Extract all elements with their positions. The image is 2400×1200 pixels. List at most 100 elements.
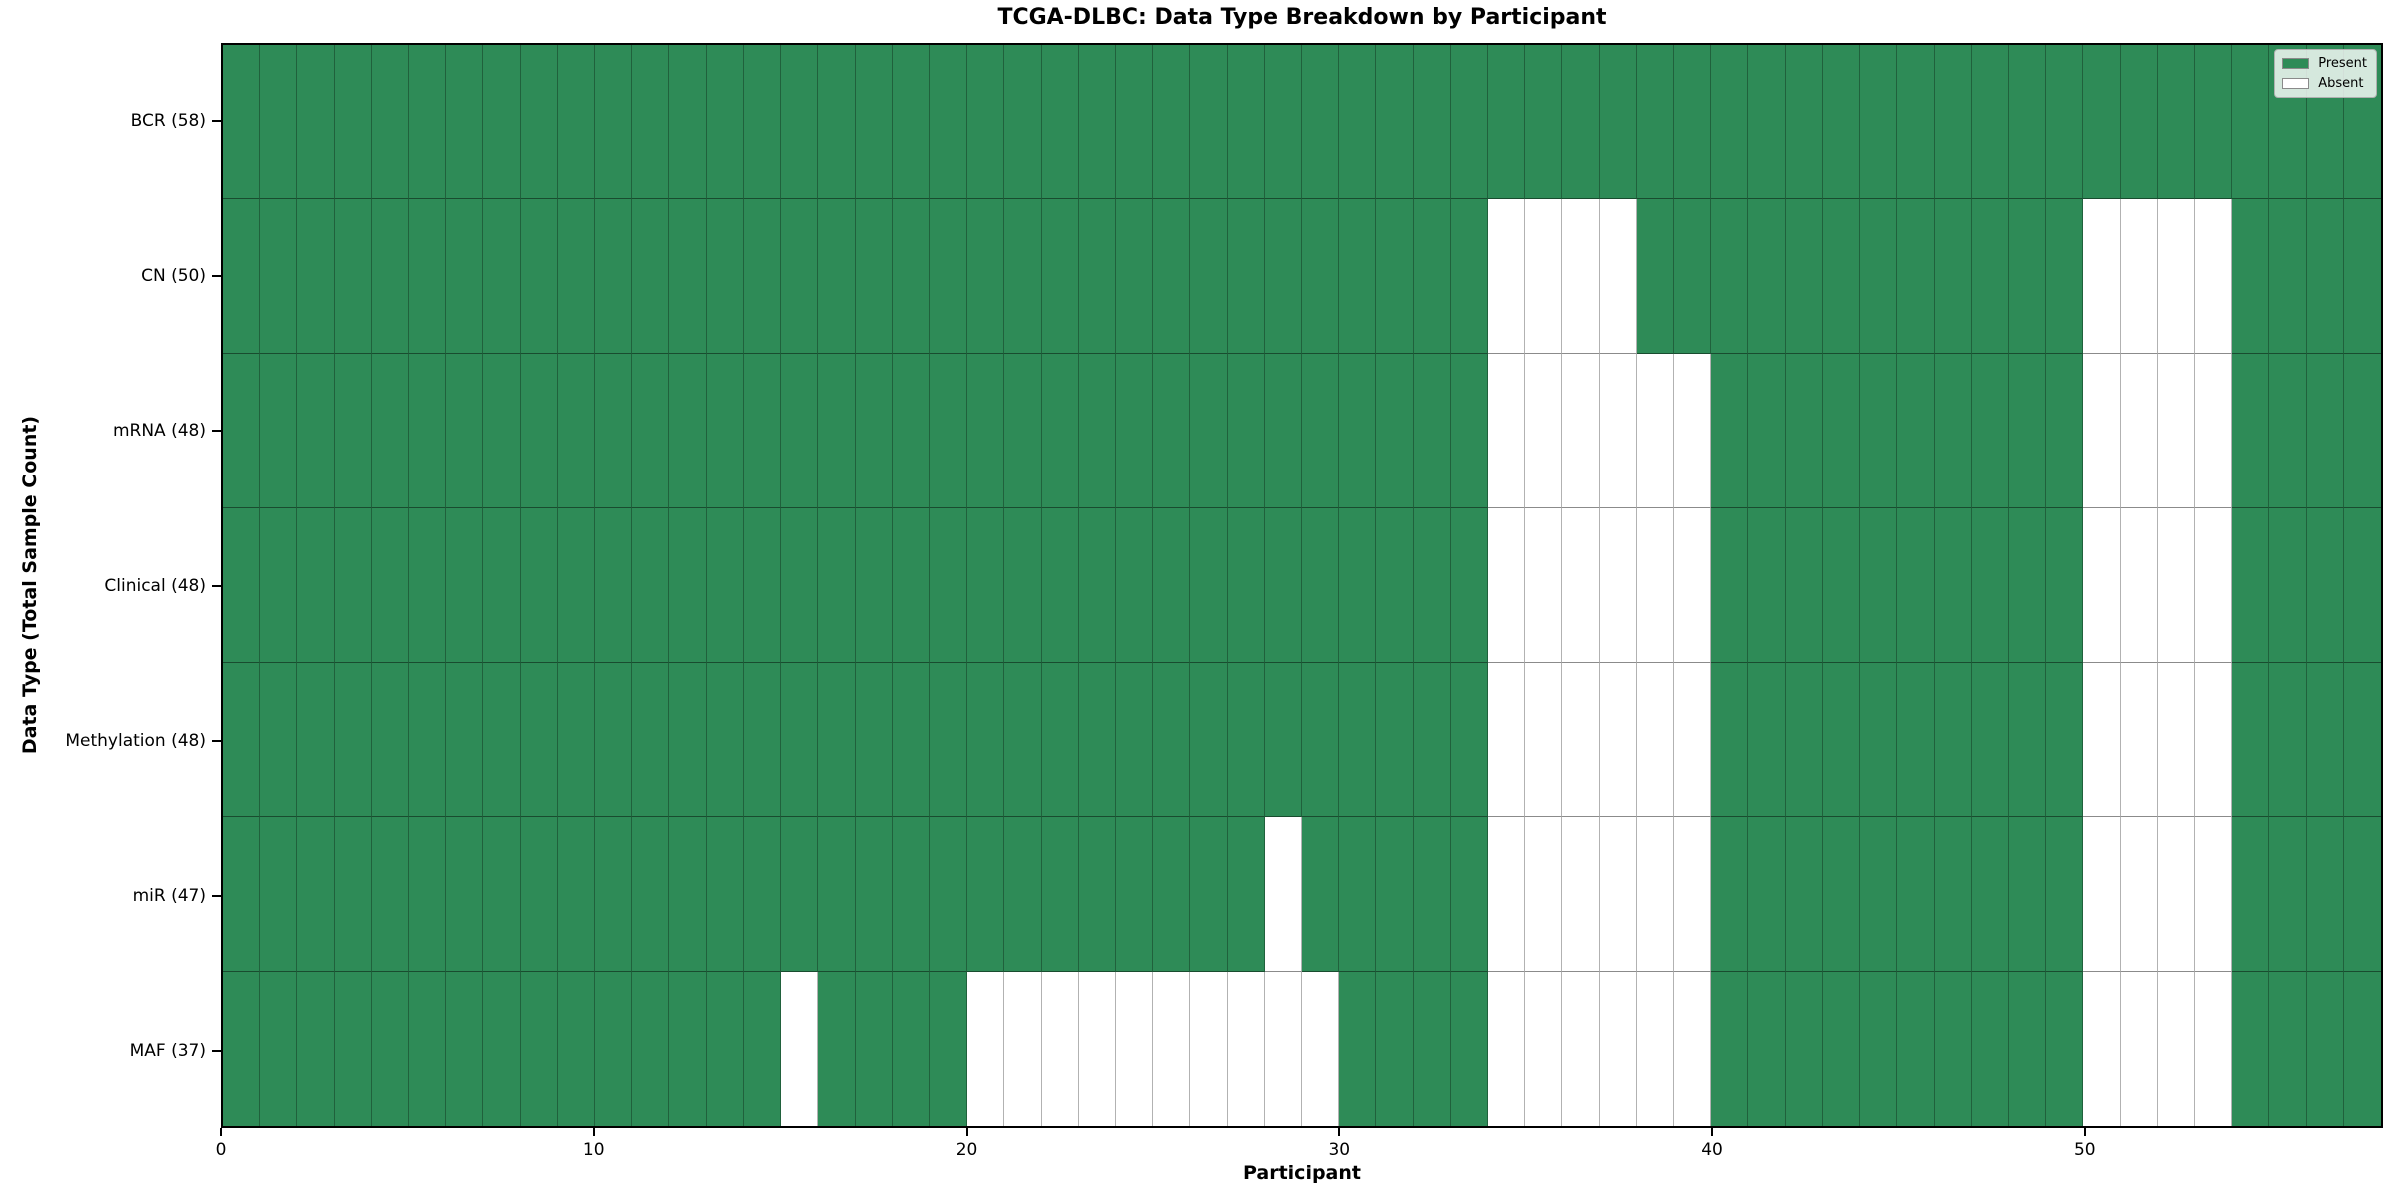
heatmap-cell (409, 199, 447, 354)
heatmap-cell (260, 353, 298, 509)
heatmap-cell (520, 662, 558, 818)
heatmap-cell (967, 817, 1005, 972)
heatmap-cell (967, 199, 1005, 354)
heatmap-cell (706, 817, 744, 972)
heatmap-cell (1190, 662, 1228, 818)
heatmap-cell (1190, 199, 1228, 354)
heatmap-cell (1562, 817, 1600, 972)
heatmap-cell (1897, 508, 1935, 663)
x-tick-mark (965, 1128, 968, 1136)
heatmap-cell (1934, 508, 1972, 663)
heatmap-cell (1153, 662, 1191, 818)
heatmap-cell (1339, 817, 1377, 972)
heatmap-cell (1004, 971, 1042, 1126)
heatmap-cell (669, 508, 707, 663)
heatmap-cell (1115, 45, 1154, 200)
heatmap-cell (2157, 817, 2195, 972)
heatmap-cell (371, 199, 410, 354)
heatmap-cell (2046, 662, 2084, 818)
heatmap-cell (1376, 971, 1414, 1126)
heatmap-cell (223, 662, 261, 818)
heatmap-cell (260, 508, 298, 663)
heatmap-cell (2083, 817, 2121, 972)
x-tick-mark (1338, 1128, 1341, 1136)
heatmap-cell (2232, 199, 2270, 354)
heatmap-cell (1636, 662, 1675, 818)
heatmap-cell (1041, 45, 1079, 200)
heatmap-cell (706, 971, 744, 1126)
heatmap-cell (1934, 45, 1972, 200)
heatmap-cell (818, 817, 856, 972)
heatmap-cell (2269, 199, 2307, 354)
heatmap-cell (1562, 45, 1600, 200)
heatmap-cell (1674, 971, 1712, 1126)
heatmap-cell (1525, 508, 1563, 663)
heatmap-cell (781, 199, 819, 354)
heatmap-cell (781, 353, 819, 509)
heatmap-cell (1004, 817, 1042, 972)
heatmap-cell (557, 45, 596, 200)
heatmap-cell (818, 971, 856, 1126)
heatmap-cell (1822, 353, 1861, 509)
heatmap-cell (223, 508, 261, 663)
heatmap-cell (483, 817, 521, 972)
heatmap-cell (446, 508, 484, 663)
heatmap-cell (855, 971, 893, 1126)
heatmap-cell (595, 508, 633, 663)
heatmap-cell (2232, 662, 2270, 818)
heatmap-cell (2269, 353, 2307, 509)
y-tick-label: CN (50) (141, 265, 206, 286)
heatmap-cell (1711, 45, 1749, 200)
heatmap-cell (595, 817, 633, 972)
heatmap-cell (706, 662, 744, 818)
plot-area: Present Absent (221, 43, 2383, 1128)
heatmap-cell (1227, 353, 1265, 509)
heatmap-cell (1339, 353, 1377, 509)
heatmap-cell (1264, 971, 1302, 1126)
heatmap-cell (2083, 508, 2121, 663)
legend-swatch (2282, 58, 2310, 69)
heatmap-cell (1376, 662, 1414, 818)
heatmap-cell (2269, 971, 2307, 1126)
heatmap-cell (1450, 662, 1489, 818)
heatmap-cell (1785, 199, 1823, 354)
heatmap-cell (2120, 508, 2158, 663)
heatmap-cell (632, 971, 670, 1126)
heatmap-cell (1078, 353, 1116, 509)
heatmap-cell (1822, 45, 1861, 200)
heatmap-cell (2343, 353, 2381, 509)
heatmap-cell (818, 45, 856, 200)
heatmap-cell (1599, 662, 1637, 818)
heatmap-cell (297, 662, 335, 818)
heatmap-cell (334, 353, 372, 509)
heatmap-cell (1488, 45, 1526, 200)
x-tick-label: 10 (582, 1140, 605, 1160)
heatmap-cell (2194, 662, 2233, 818)
heatmap-cell (967, 971, 1005, 1126)
heatmap-cell (1636, 353, 1675, 509)
heatmap-cell (929, 45, 968, 200)
heatmap-cell (223, 817, 261, 972)
heatmap-cell (1860, 199, 1898, 354)
y-tick-label: miR (47) (132, 885, 206, 906)
heatmap-cell (1674, 353, 1712, 509)
heatmap-cell (1636, 971, 1675, 1126)
heatmap-cell (1674, 662, 1712, 818)
heatmap-cell (1599, 353, 1637, 509)
heatmap-cell (1971, 662, 2009, 818)
heatmap-cell (855, 353, 893, 509)
heatmap-cell (1525, 45, 1563, 200)
heatmap-cell (2269, 817, 2307, 972)
heatmap-cell (743, 199, 782, 354)
x-tick-label: 20 (955, 1140, 978, 1160)
heatmap-cell (1822, 199, 1861, 354)
y-tick-mark (212, 894, 221, 897)
heatmap-cell (297, 199, 335, 354)
heatmap-cell (2306, 353, 2344, 509)
heatmap-cell (1860, 662, 1898, 818)
heatmap-cell (855, 508, 893, 663)
heatmap-cell (1078, 817, 1116, 972)
x-tick-mark (1711, 1128, 1714, 1136)
heatmap-cell (1748, 45, 1786, 200)
x-tick-mark (2083, 1128, 2086, 1136)
